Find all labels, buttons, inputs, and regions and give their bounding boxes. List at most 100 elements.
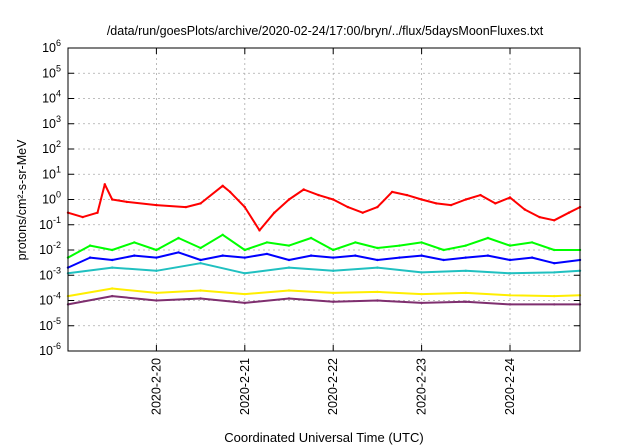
data-point <box>243 272 246 275</box>
data-point <box>354 254 357 257</box>
data-point <box>103 183 107 186</box>
series-line <box>67 233 580 259</box>
series-2 <box>66 251 582 269</box>
data-point <box>464 300 467 303</box>
data-point <box>309 254 313 257</box>
series-lines <box>66 183 582 306</box>
data-point <box>155 291 158 295</box>
y-tick-label: 10-3 <box>39 265 61 282</box>
data-point <box>398 244 401 247</box>
data-point <box>184 205 188 209</box>
data-point <box>376 299 379 302</box>
data-point <box>398 256 401 259</box>
data-point <box>332 300 335 303</box>
data-point <box>96 211 99 214</box>
x-tick-label: 2020-2-20 <box>149 358 163 415</box>
x-tick-label: 2020-2-23 <box>415 358 429 415</box>
data-point <box>199 289 202 292</box>
data-point <box>405 193 409 197</box>
data-point <box>228 190 232 194</box>
data-point <box>494 202 497 205</box>
data-point <box>508 244 512 247</box>
y-tick-label: 101 <box>42 164 61 181</box>
data-point <box>553 248 556 252</box>
plot-frame <box>67 47 581 352</box>
y-tick-label: 102 <box>42 139 61 156</box>
y-tick-label: 104 <box>42 89 61 106</box>
data-point <box>354 241 357 244</box>
data-point <box>199 258 202 262</box>
data-point <box>88 256 92 259</box>
data-point <box>221 233 224 236</box>
data-point <box>243 205 246 209</box>
data-point <box>332 248 335 252</box>
data-point <box>508 196 512 199</box>
data-point <box>435 202 438 205</box>
data-point <box>553 303 556 306</box>
data-point <box>553 294 556 298</box>
data-point <box>125 200 129 204</box>
data-point <box>273 211 276 214</box>
data-point <box>376 290 379 294</box>
data-point <box>287 266 291 269</box>
y-axis-label: protons/cm²-s-sr-MeV <box>15 139 29 261</box>
data-point <box>199 202 202 205</box>
data-point <box>287 198 291 201</box>
data-point <box>420 301 423 305</box>
data-point <box>464 244 467 247</box>
data-point <box>221 184 224 187</box>
data-point <box>81 215 84 219</box>
data-point <box>177 251 180 254</box>
data-point <box>420 254 423 257</box>
data-point <box>199 246 202 250</box>
data-point <box>442 258 445 262</box>
data-point <box>361 211 364 214</box>
data-point <box>538 215 541 219</box>
data-point <box>302 188 305 191</box>
y-tick-labels: 10-6 10-5 10-4 10-3 10-2 10-1 100 101 102 103 104 1… <box>39 38 61 358</box>
data-point <box>155 299 158 302</box>
y-tick-label: 103 <box>42 114 61 131</box>
data-point <box>332 198 335 201</box>
data-point <box>508 272 512 275</box>
data-point <box>287 297 291 300</box>
data-point <box>464 256 467 259</box>
series-1 <box>66 233 582 259</box>
y-tick-label: 10-1 <box>39 215 61 232</box>
data-point <box>133 254 136 257</box>
data-point <box>553 219 556 222</box>
data-point <box>332 291 335 295</box>
data-point <box>317 193 320 197</box>
data-point <box>111 258 114 262</box>
chart-title: /data/run/goesPlots/archive/2020-02-24/1… <box>107 24 544 38</box>
data-point <box>523 208 526 211</box>
series-4 <box>66 287 582 298</box>
x-axis-label: Coordinated Universal Time (UTC) <box>224 430 423 445</box>
x-tick-labels: 2020-2-20 2020-2-21 2020-2-22 2020-2-23 2020… <box>149 358 517 415</box>
data-point <box>177 236 180 240</box>
data-point <box>199 262 202 265</box>
data-point <box>111 198 114 201</box>
data-point <box>553 262 556 265</box>
data-point <box>420 198 423 201</box>
data-point <box>265 252 269 256</box>
y-tick-label: 100 <box>42 190 61 207</box>
data-point <box>390 190 394 194</box>
data-point <box>376 258 379 262</box>
x-tick-label: 2020-2-21 <box>238 358 252 415</box>
data-point <box>464 198 467 201</box>
y-tick-label: 10-2 <box>39 240 61 257</box>
data-point <box>346 205 350 209</box>
data-point <box>479 193 482 197</box>
data-point <box>530 256 534 259</box>
series-3 <box>66 262 582 275</box>
data-point <box>221 254 224 257</box>
data-point <box>265 241 269 244</box>
data-point <box>243 256 246 259</box>
x-tick-label: 2020-2-24 <box>503 358 517 415</box>
data-point <box>508 258 512 262</box>
y-tick-label: 105 <box>42 63 61 80</box>
data-point <box>486 236 490 240</box>
data-point <box>155 248 158 252</box>
